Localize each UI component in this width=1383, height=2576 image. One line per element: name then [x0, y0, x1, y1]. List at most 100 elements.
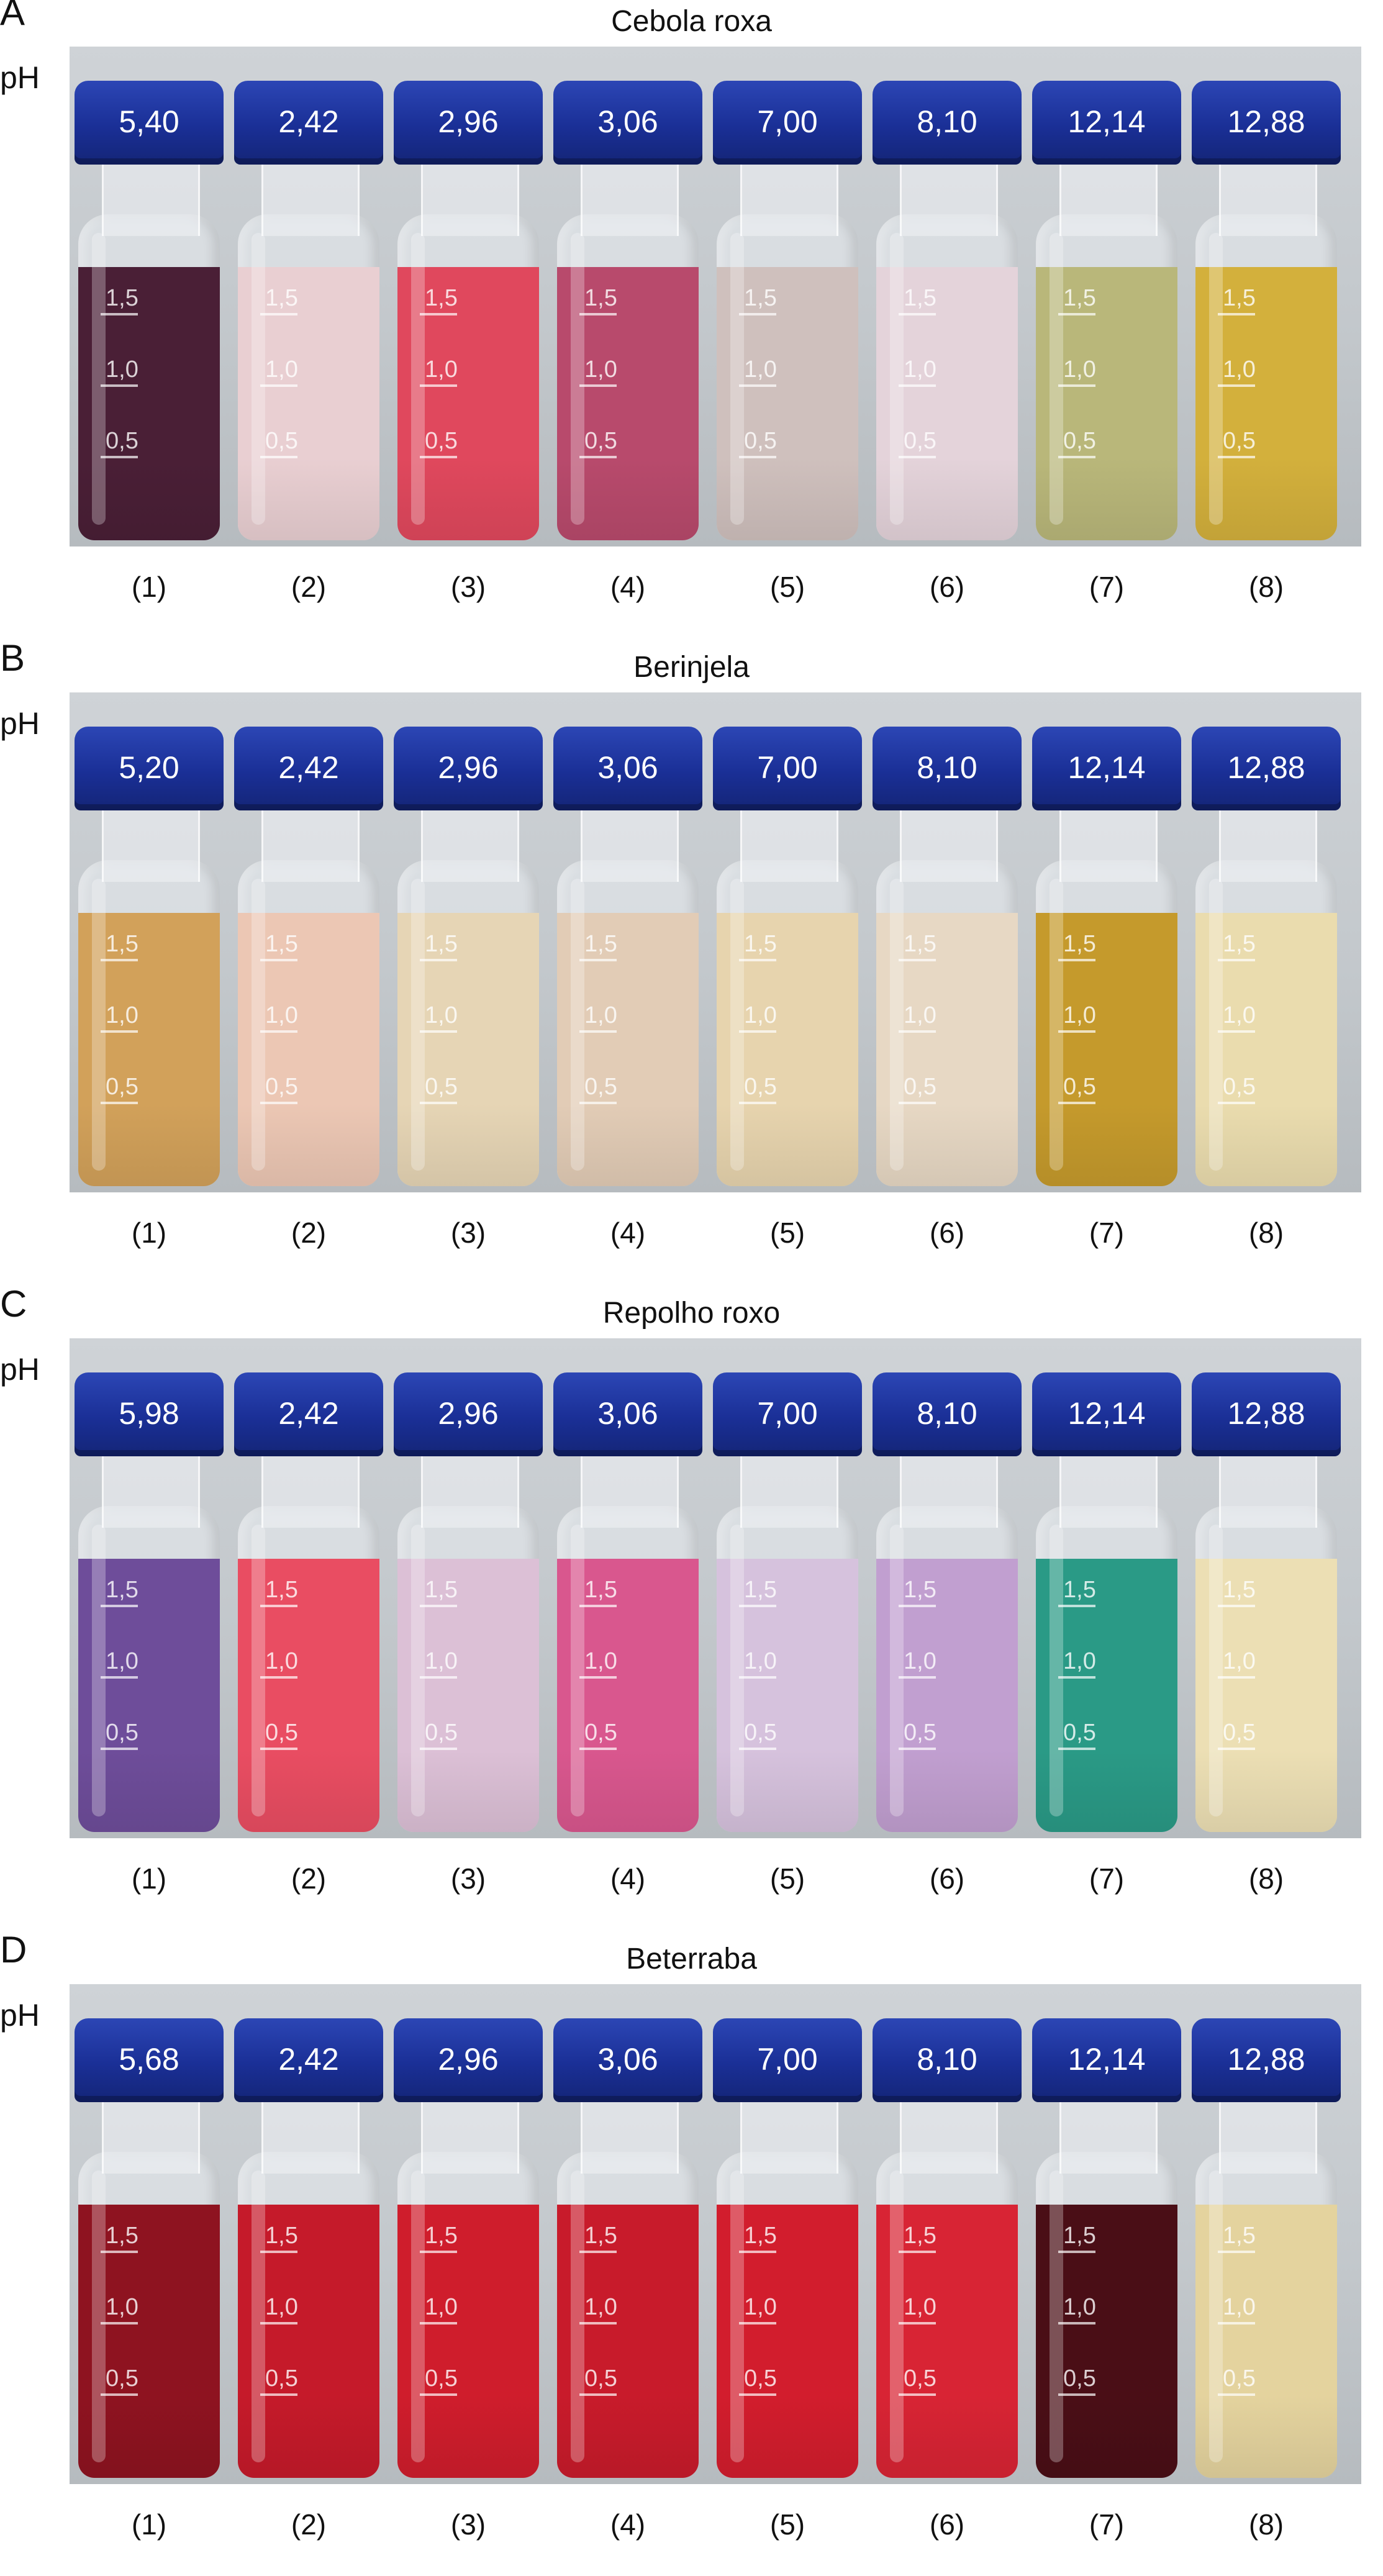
graduation-line — [579, 1030, 617, 1033]
graduation-mark: 0,5 — [744, 428, 777, 454]
vial-cap: 2,96 — [394, 81, 543, 165]
vial-number: (8) — [1248, 2508, 1284, 2541]
panel-c: C Repolho roxo pH (1) (2) (3) (4) (5) (6) (7) (8) 1… — [0, 1286, 1383, 1913]
graduation-mark: 1,0 — [106, 2294, 138, 2320]
glass-reflection — [411, 233, 425, 525]
graduation-mark: 1,0 — [584, 1002, 617, 1028]
vial-liquid — [397, 1559, 539, 1832]
vial: 1,5 1,0 0,5 7,00 — [713, 727, 862, 1186]
vials-photo: 1,5 1,0 0,5 5,40 1,5 1,0 0,5 2,42 1,5 1,0 0,5 2,96 1… — [70, 47, 1361, 546]
vial-neck — [1219, 2102, 1317, 2174]
ph-value: 2,96 — [438, 1396, 499, 1431]
graduation-mark: 0,5 — [744, 1074, 777, 1100]
graduation-line — [101, 1605, 138, 1607]
graduation-line — [1058, 456, 1095, 458]
vial: 1,5 1,0 0,5 5,98 — [75, 1372, 224, 1832]
graduation-mark: 0,5 — [1223, 428, 1256, 454]
graduation-line — [579, 1102, 617, 1104]
graduation-line — [579, 384, 617, 387]
ph-value: 2,42 — [278, 750, 339, 785]
graduation-line — [899, 959, 936, 961]
vial-neck — [900, 2102, 998, 2174]
vial-body: 1,5 1,0 0,5 — [717, 214, 858, 540]
vial-liquid — [397, 267, 539, 540]
vial-number: (2) — [291, 571, 327, 603]
graduation-mark: 0,5 — [744, 1720, 777, 1746]
vial-body: 1,5 1,0 0,5 — [876, 2152, 1018, 2478]
graduation-mark: 1,5 — [584, 285, 617, 311]
glass-reflection — [252, 2170, 265, 2462]
graduation-mark: 0,5 — [584, 1720, 617, 1746]
glass-reflection — [890, 233, 904, 525]
vial-liquid — [717, 1559, 858, 1832]
vial-cap: 2,42 — [234, 1372, 383, 1456]
panel-letter: B — [0, 637, 25, 679]
graduation-mark: 0,5 — [1063, 428, 1096, 454]
graduation-line — [260, 2251, 297, 2253]
vial-liquid — [238, 1559, 379, 1832]
graduation-line — [739, 1676, 776, 1679]
graduation-mark: 1,0 — [1063, 1002, 1096, 1028]
ph-value: 12,14 — [1068, 2042, 1146, 2077]
vial-number: (7) — [1089, 1217, 1125, 1249]
graduation-mark: 0,5 — [425, 428, 458, 454]
graduation-line — [420, 2393, 457, 2396]
graduation-mark: 1,5 — [425, 285, 458, 311]
graduation-line — [101, 384, 138, 387]
graduation-line — [101, 1676, 138, 1679]
vial-neck — [740, 2102, 838, 2174]
graduation-line — [1218, 2393, 1255, 2396]
graduation-mark: 1,0 — [744, 356, 777, 383]
graduation-mark: 0,5 — [265, 2365, 298, 2392]
vial-number: (7) — [1089, 2508, 1125, 2541]
vial: 1,5 1,0 0,5 8,10 — [873, 727, 1022, 1186]
vial-liquid — [717, 913, 858, 1186]
graduation-line — [420, 959, 457, 961]
ph-value: 7,00 — [757, 104, 818, 139]
graduation-mark: 1,0 — [744, 2294, 777, 2320]
graduation-mark: 1,5 — [1063, 931, 1096, 957]
graduation-line — [1058, 1605, 1095, 1607]
panel-letter: C — [0, 1283, 27, 1325]
glass-reflection — [411, 1525, 425, 1816]
vial: 1,5 1,0 0,5 8,10 — [873, 1372, 1022, 1832]
vial-liquid — [78, 267, 220, 540]
vial-cap: 2,42 — [234, 81, 383, 165]
vial-liquid — [557, 1559, 699, 1832]
vial-liquid — [876, 913, 1018, 1186]
graduation-mark: 1,0 — [1223, 1002, 1256, 1028]
vial-body: 1,5 1,0 0,5 — [397, 2152, 539, 2478]
graduation-mark: 1,5 — [106, 1577, 138, 1603]
graduation-mark: 1,5 — [904, 931, 936, 957]
graduation-mark: 1,5 — [1063, 285, 1096, 311]
graduation-mark: 0,5 — [265, 1074, 298, 1100]
graduation-mark: 1,0 — [744, 1648, 777, 1674]
vial: 1,5 1,0 0,5 8,10 — [873, 2018, 1022, 2478]
vial-number: (4) — [610, 1217, 646, 1249]
graduation-mark: 1,5 — [1063, 1577, 1096, 1603]
vial-neck — [421, 165, 519, 236]
vial-body: 1,5 1,0 0,5 — [397, 1506, 539, 1832]
vial-liquid — [1195, 1559, 1337, 1832]
graduation-mark: 1,5 — [106, 931, 138, 957]
graduation-mark: 1,5 — [1223, 2223, 1256, 2249]
graduation-mark: 1,5 — [744, 931, 777, 957]
vial-body: 1,5 1,0 0,5 — [238, 214, 379, 540]
panel-title: Berinjela — [633, 651, 750, 684]
graduation-line — [1218, 1676, 1255, 1679]
glass-reflection — [92, 879, 106, 1171]
vial-neck — [581, 2102, 679, 2174]
vial-number: (7) — [1089, 1862, 1125, 1895]
vial-liquid — [557, 913, 699, 1186]
graduation-mark: 1,0 — [106, 1002, 138, 1028]
vial-cap: 12,88 — [1192, 727, 1341, 810]
graduation-line — [1218, 2322, 1255, 2324]
vial: 1,5 1,0 0,5 2,96 — [394, 727, 543, 1186]
graduation-line — [1218, 2251, 1255, 2253]
vial: 1,5 1,0 0,5 2,42 — [234, 727, 383, 1186]
graduation-line — [101, 2393, 138, 2396]
ph-value: 12,14 — [1068, 750, 1146, 785]
vial-liquid — [1036, 2205, 1177, 2478]
vial-body: 1,5 1,0 0,5 — [717, 860, 858, 1186]
vial-number: (8) — [1248, 571, 1284, 603]
